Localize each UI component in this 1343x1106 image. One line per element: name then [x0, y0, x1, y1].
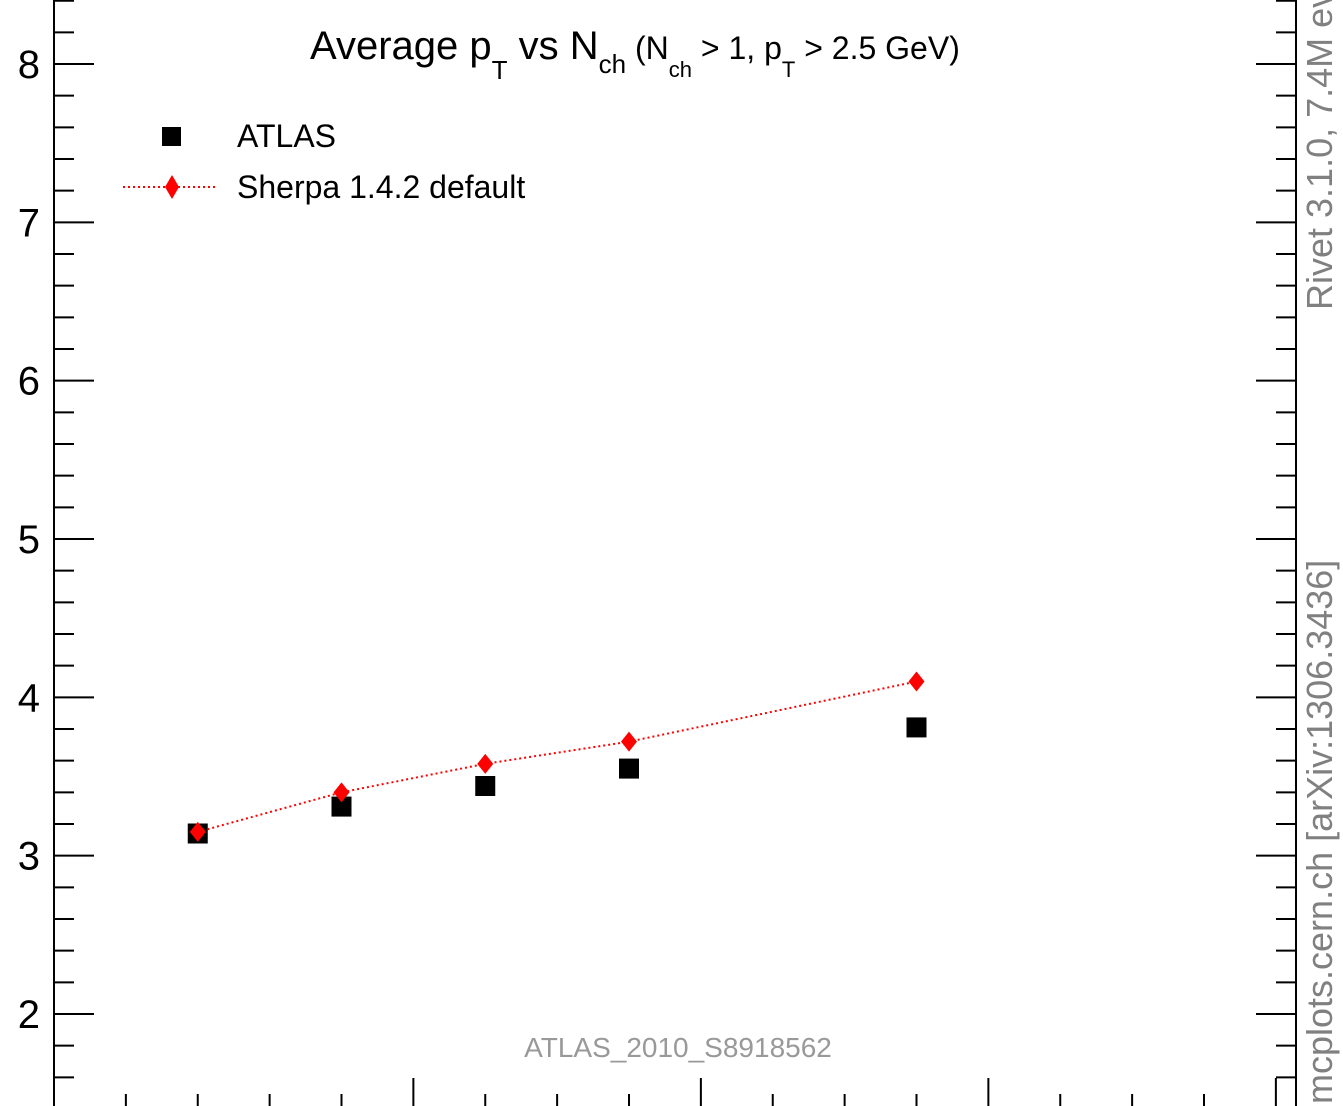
title-subscript: T	[492, 55, 508, 85]
sherpa-point	[477, 753, 494, 774]
sherpa-line	[197, 680, 917, 833]
y-tick-label: 2	[18, 993, 40, 1037]
y-axis-ticks: 2 3 4 5 6 7 8	[18, 0, 1296, 1079]
analysis-label: ATLAS_2010_S8918562	[524, 1032, 832, 1063]
y-tick-label: 7	[18, 201, 40, 245]
title-subscript: T	[782, 57, 795, 82]
sherpa-point	[621, 731, 637, 752]
sherpa-point	[333, 782, 350, 803]
side-label-mcplots: mcplots.cern.ch [arXiv:1306.3436]	[1299, 560, 1340, 1104]
title-subscript: ch	[599, 49, 626, 79]
legend-marker-atlas	[162, 127, 181, 146]
legend-marker-sherpa	[165, 175, 179, 199]
series-sherpa	[189, 671, 925, 842]
atlas-point	[906, 717, 927, 738]
title-subscript: ch	[669, 57, 692, 82]
y-tick-label: 3	[18, 835, 40, 879]
y-tick-label: 4	[18, 676, 40, 720]
side-label-rivet: Rivet 3.1.0, 7.4M events	[1299, 0, 1340, 310]
chart-title: Average pT vs Nch (Nch > 1, pT > 2.5 GeV…	[310, 24, 960, 85]
atlas-point	[619, 758, 639, 779]
y-tick-label: 6	[18, 360, 40, 404]
series-atlas	[187, 717, 927, 844]
y-tick-label: 8	[18, 43, 40, 87]
atlas-point	[331, 796, 352, 817]
atlas-point	[475, 776, 496, 797]
sherpa-point	[908, 671, 925, 692]
legend-label-sherpa: Sherpa 1.4.2 default	[237, 169, 525, 205]
sherpa-point	[189, 821, 206, 842]
y-tick-label: 5	[18, 518, 40, 562]
legend: ATLAS Sherpa 1.4.2 default	[123, 118, 525, 205]
legend-label-atlas: ATLAS	[237, 118, 336, 154]
x-axis-ticks	[124, 1078, 1277, 1106]
